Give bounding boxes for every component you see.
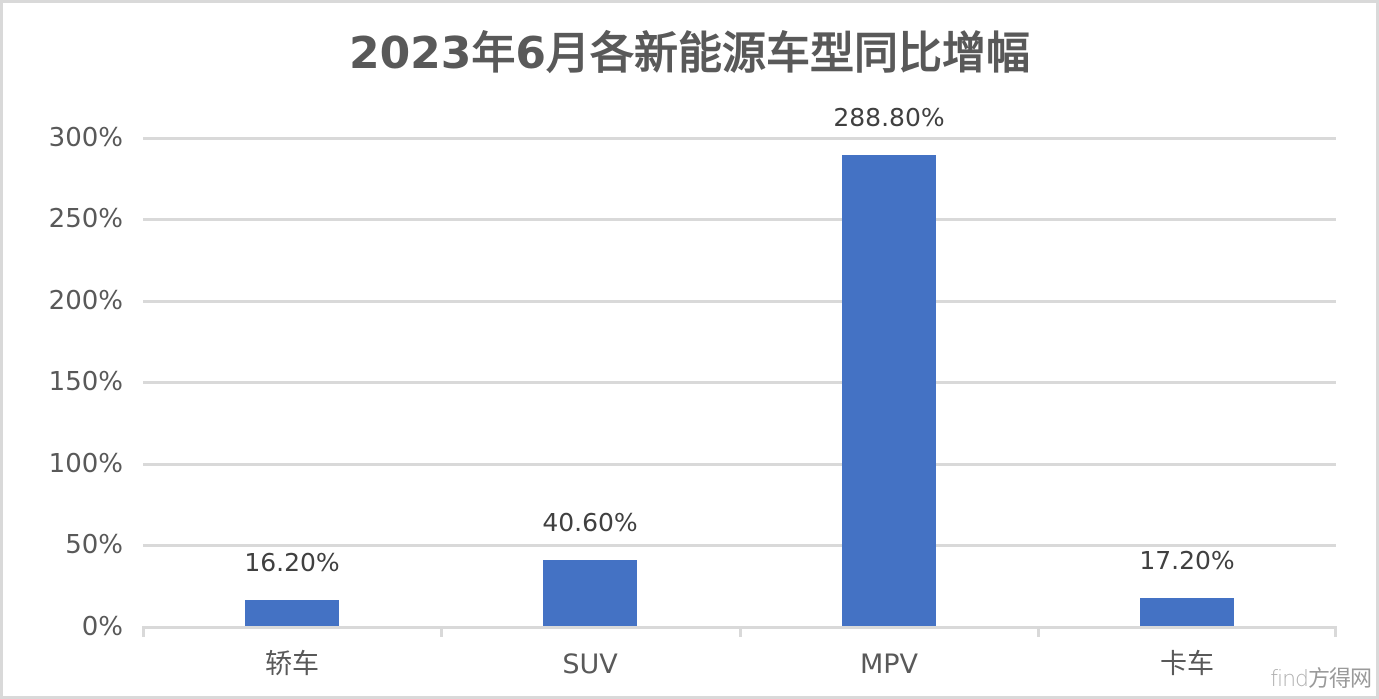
x-label-mpv: MPV bbox=[859, 649, 919, 680]
data-label-mpv: 288.80% bbox=[833, 103, 945, 132]
data-label-suv: 40.60% bbox=[542, 508, 638, 537]
y-tick-0: 0% bbox=[81, 612, 123, 642]
gridline-300 bbox=[143, 137, 1336, 140]
bar-sedan[interactable] bbox=[245, 600, 339, 626]
y-tick-200: 200% bbox=[48, 286, 123, 316]
watermark-logo: find方得网 bbox=[1270, 661, 1372, 693]
x-axis-tick bbox=[1334, 626, 1337, 637]
y-tick-150: 150% bbox=[48, 367, 123, 397]
gridline-200 bbox=[143, 300, 1336, 303]
x-axis-tick bbox=[1037, 626, 1040, 637]
gridline-50 bbox=[143, 544, 1336, 547]
x-label-sedan: 轿车 bbox=[265, 649, 319, 680]
bar-truck[interactable] bbox=[1140, 598, 1234, 626]
data-label-sedan: 16.20% bbox=[244, 548, 340, 577]
y-tick-250: 250% bbox=[48, 204, 123, 234]
x-axis-tick bbox=[142, 626, 145, 637]
y-tick-100: 100% bbox=[48, 449, 123, 479]
bar-mpv[interactable] bbox=[842, 155, 936, 626]
x-label-suv: SUV bbox=[562, 649, 618, 680]
bar-suv[interactable] bbox=[543, 560, 637, 626]
y-tick-300: 300% bbox=[48, 123, 123, 153]
watermark-latin: find bbox=[1270, 667, 1309, 692]
plot-area: 300% 250% 200% 150% 100% 50% 0% 16.20% 4… bbox=[49, 103, 1337, 680]
gridline-100 bbox=[143, 463, 1336, 466]
x-axis-tick bbox=[440, 626, 443, 637]
x-axis-tick bbox=[739, 626, 742, 637]
chart-title: 2023年6月各新能源车型同比增幅 bbox=[348, 28, 1031, 79]
gridline-150 bbox=[143, 381, 1336, 384]
watermark-cjk: 方得网 bbox=[1307, 667, 1372, 692]
gridline-250 bbox=[143, 218, 1336, 221]
x-label-truck: 卡车 bbox=[1160, 649, 1214, 680]
data-label-truck: 17.20% bbox=[1139, 546, 1235, 575]
y-tick-50: 50% bbox=[65, 530, 123, 560]
